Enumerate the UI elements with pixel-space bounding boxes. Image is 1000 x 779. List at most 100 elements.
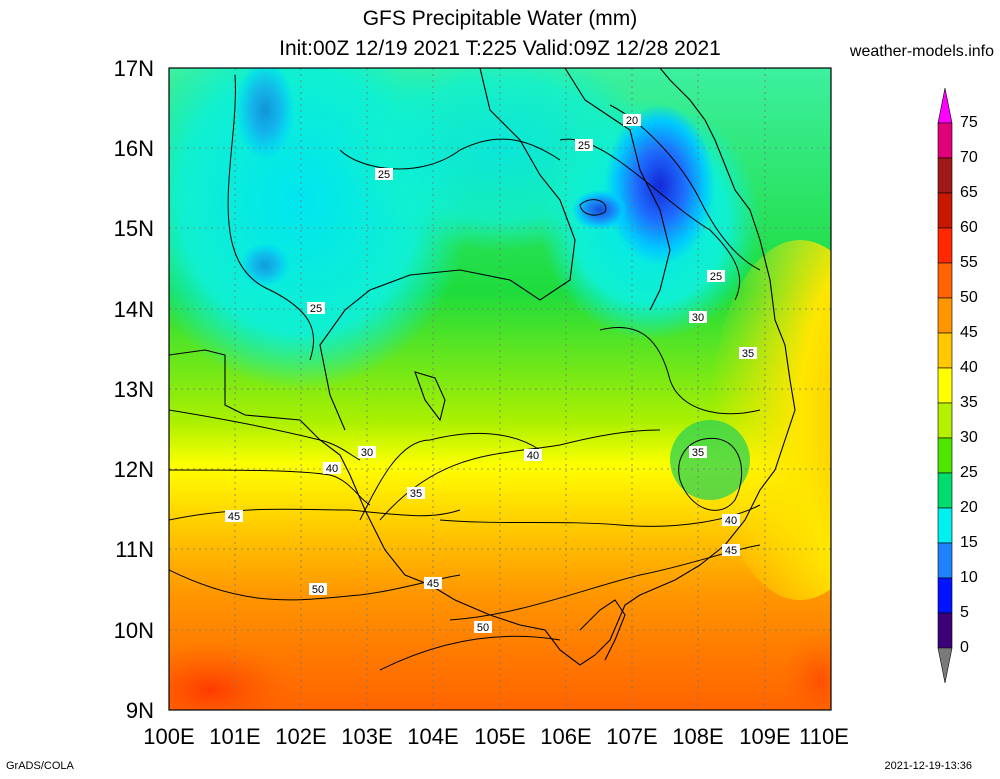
lat-label: 15N — [113, 216, 154, 241]
lon-label: 100E — [143, 724, 195, 749]
svg-text:40: 40 — [725, 515, 737, 527]
lat-label: 16N — [113, 136, 154, 161]
contour-label: 40 — [323, 462, 341, 475]
svg-text:25: 25 — [378, 169, 390, 181]
colorbar-label: 75 — [960, 114, 978, 131]
colorbar-label: 70 — [960, 149, 978, 166]
lon-label: 106E — [540, 724, 592, 749]
contour-label: 40 — [524, 449, 542, 462]
contour-label-group: 20 25 25 25 25 30 30 35 35 35 40 40 40 4… — [225, 114, 757, 634]
colorbar-label: 55 — [960, 254, 978, 271]
contour-label: 35 — [407, 487, 425, 500]
footer-credit: GrADS/COLA — [6, 760, 74, 772]
lat-label: 10N — [113, 618, 154, 643]
colorbar-segment — [937, 367, 953, 404]
contour-label: 50 — [474, 621, 492, 634]
svg-text:45: 45 — [228, 511, 240, 523]
svg-text:35: 35 — [692, 447, 704, 459]
colorbar-segment — [937, 262, 953, 299]
colorbar-label: 5 — [960, 604, 969, 621]
contour-label: 25 — [375, 168, 393, 181]
contour-label: 25 — [575, 139, 593, 152]
colorbar-segment — [937, 297, 953, 334]
svg-text:50: 50 — [477, 622, 489, 634]
colorbar-label: 30 — [960, 429, 978, 446]
contour-label: 30 — [689, 311, 707, 324]
coastlines — [169, 68, 796, 666]
contour-label: 25 — [307, 302, 325, 315]
colorbar-segment — [937, 332, 953, 369]
contour-label: 35 — [689, 446, 707, 459]
colorbar-label: 10 — [960, 569, 978, 586]
map-field — [169, 68, 831, 710]
colorbar-segment — [937, 157, 953, 194]
site-credit: weather-models.info — [849, 43, 994, 60]
map-subtitle: Init:00Z 12/19 2021 T:225 Valid:09Z 12/2… — [279, 37, 721, 60]
contour-label: 40 — [722, 514, 740, 527]
svg-text:40: 40 — [326, 463, 338, 475]
lon-label: 102E — [275, 724, 327, 749]
svg-text:25: 25 — [310, 303, 322, 315]
colorbar-label: 20 — [960, 499, 978, 516]
colorbar-segment — [937, 192, 953, 229]
svg-text:35: 35 — [410, 488, 422, 500]
lat-label: 9N — [125, 698, 154, 723]
svg-text:45: 45 — [427, 578, 439, 590]
contour-label: 45 — [722, 544, 740, 557]
svg-text:45: 45 — [725, 545, 737, 557]
contour-label: 45 — [225, 510, 243, 523]
colorbar-segment — [937, 647, 953, 684]
colorbar-segment — [937, 87, 953, 124]
colorbar-label: 0 — [960, 639, 969, 656]
lon-label: 105E — [474, 724, 526, 749]
colorbar-segment — [937, 542, 953, 579]
lat-label: 12N — [113, 457, 154, 482]
map-title: GFS Precipitable Water (mm) — [362, 7, 638, 30]
lon-label: 103E — [341, 724, 393, 749]
colorbar-segment — [937, 472, 953, 509]
colorbar-label: 60 — [960, 219, 978, 236]
colorbar-label: 50 — [960, 289, 978, 306]
lat-label: 14N — [113, 297, 154, 322]
colorbar-label: 35 — [960, 394, 978, 411]
svg-text:30: 30 — [692, 312, 704, 324]
lon-label: 110E — [799, 724, 849, 749]
colorbar-segment — [937, 227, 953, 264]
colorbar-label: 25 — [960, 464, 978, 481]
svg-text:30: 30 — [361, 447, 373, 459]
lat-label: 13N — [113, 377, 154, 402]
lat-label: 17N — [113, 56, 154, 81]
colorbar-segment — [937, 122, 953, 159]
lon-label: 107E — [606, 724, 658, 749]
grid-lines — [169, 68, 831, 710]
colorbar-label: 45 — [960, 324, 978, 341]
svg-text:35: 35 — [742, 348, 754, 360]
contour-label: 45 — [424, 577, 442, 590]
svg-text:25: 25 — [710, 271, 722, 283]
svg-text:40: 40 — [527, 450, 539, 462]
svg-text:20: 20 — [626, 115, 638, 127]
colorbar-label: 40 — [960, 359, 978, 376]
lon-label: 101E — [209, 724, 261, 749]
lat-label: 11N — [115, 537, 154, 562]
contour-label: 25 — [707, 270, 725, 283]
colorbar-segment — [937, 612, 953, 649]
svg-text:25: 25 — [578, 140, 590, 152]
contour-label: 20 — [623, 114, 641, 127]
colorbar-label: 65 — [960, 184, 978, 201]
colorbar — [937, 87, 953, 684]
colorbar-segment — [937, 577, 953, 614]
lon-label: 104E — [407, 724, 459, 749]
colorbar-label: 15 — [960, 534, 978, 551]
contour-label: 35 — [739, 347, 757, 360]
footer-timestamp: 2021-12-19-13:36 — [884, 760, 972, 772]
svg-text:50: 50 — [312, 584, 324, 596]
colorbar-segment — [937, 402, 953, 439]
map-frame — [168, 67, 832, 711]
colorbar-segment — [937, 507, 953, 544]
contour-label: 30 — [358, 446, 376, 459]
lon-label: 108E — [672, 724, 724, 749]
colorbar-segment — [937, 437, 953, 474]
contour-label: 50 — [309, 583, 327, 596]
